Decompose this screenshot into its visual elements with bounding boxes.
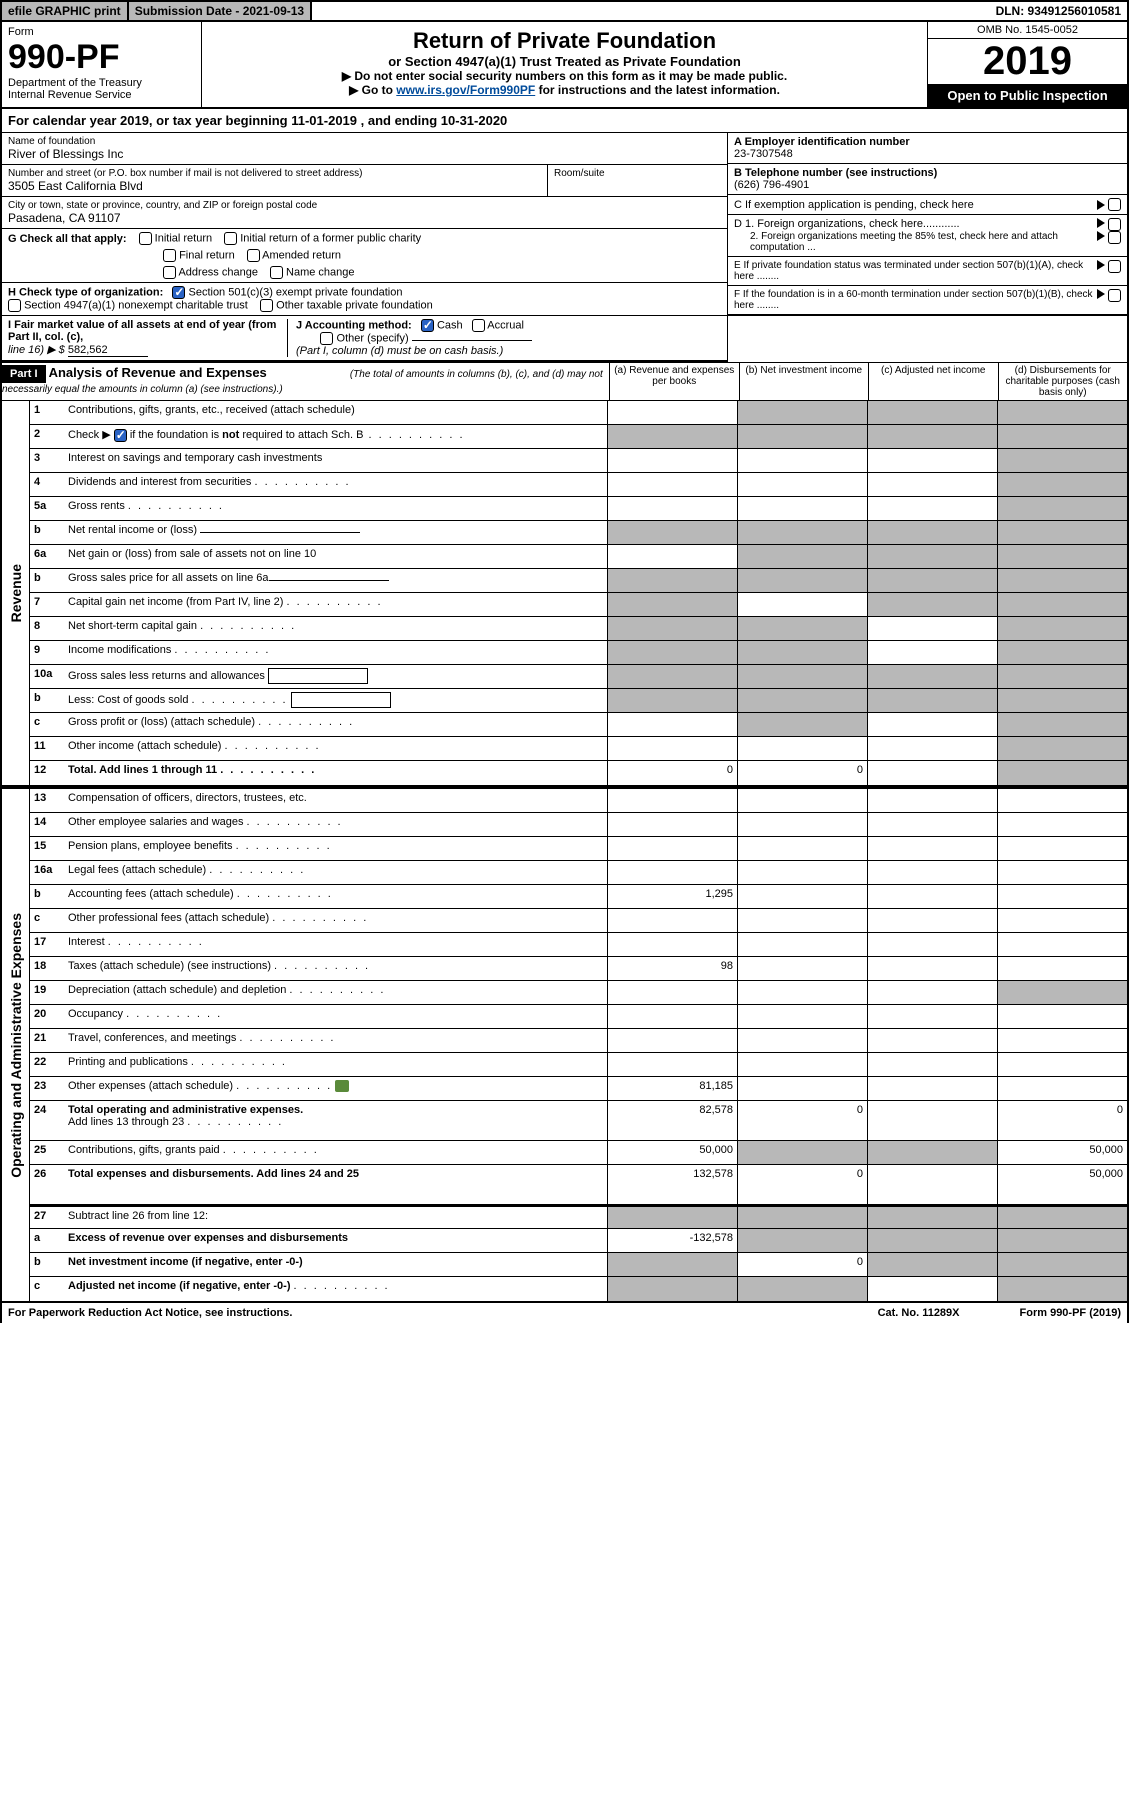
efile-label[interactable]: efile GRAPHIC print (2, 2, 129, 20)
cash-cb[interactable] (421, 319, 434, 332)
col-b-hdr: (b) Net investment income (739, 363, 869, 400)
submission-date: Submission Date - 2021-09-13 (129, 2, 312, 20)
paperwork-notice: For Paperwork Reduction Act Notice, see … (8, 1307, 292, 1319)
address-row: Number and street (or P.O. box number if… (2, 165, 727, 197)
g-check-row: G Check all that apply: Initial return I… (2, 229, 727, 283)
amended-return-cb[interactable] (247, 249, 260, 262)
entity-info: Name of foundation River of Blessings In… (0, 133, 1129, 362)
e-row: E If private foundation status was termi… (728, 257, 1127, 286)
exemption-row: C If exemption application is pending, c… (728, 195, 1127, 215)
irs-label: Internal Revenue Service (8, 89, 195, 101)
phone-row: B Telephone number (see instructions) (6… (728, 164, 1127, 195)
omb-number: OMB No. 1545-0052 (928, 22, 1127, 39)
expenses-vlabel: Operating and Administrative Expenses (2, 789, 30, 1301)
dln: DLN: 93491256010581 (990, 2, 1127, 20)
form-number: 990-PF (8, 38, 195, 77)
open-public: Open to Public Inspection (928, 84, 1127, 107)
exemption-cb[interactable] (1108, 198, 1121, 211)
header-center: Return of Private Foundation or Section … (202, 22, 927, 107)
terminated-cb[interactable] (1108, 260, 1121, 273)
goto-note: ▶ Go to www.irs.gov/Form990PF for instru… (208, 83, 921, 97)
tax-year: 2019 (928, 39, 1127, 84)
name-change-cb[interactable] (270, 266, 283, 279)
f-row: F If the foundation is in a 60-month ter… (728, 286, 1127, 316)
form-ref: Form 990-PF (2019) (1020, 1307, 1121, 1319)
h-check-row: H Check type of organization: Section 50… (2, 283, 727, 316)
cat-no: Cat. No. 11289X (878, 1307, 960, 1319)
60month-cb[interactable] (1108, 289, 1121, 302)
arrow-icon (1097, 218, 1105, 228)
arrow-icon (1097, 289, 1105, 299)
ein-row: A Employer identification number 23-7307… (728, 133, 1127, 164)
part1-header: Part I Analysis of Revenue and Expenses … (0, 362, 1129, 401)
accrual-cb[interactable] (472, 319, 485, 332)
d-row: D 1. Foreign organizations, check here..… (728, 215, 1127, 257)
calendar-year: For calendar year 2019, or tax year begi… (0, 109, 1129, 133)
city-row: City or town, state or province, country… (2, 197, 727, 229)
col-c-hdr: (c) Adjusted net income (868, 363, 998, 400)
col-a-hdr: (a) Revenue and expenses per books (609, 363, 739, 400)
schb-cb[interactable] (114, 429, 127, 442)
fmv-value: 582,562 (68, 344, 148, 357)
revenue-vlabel: Revenue (2, 401, 30, 785)
foreign-cb[interactable] (1108, 218, 1121, 231)
irs-link[interactable]: www.irs.gov/Form990PF (396, 83, 535, 97)
expenses-section: Operating and Administrative Expenses 13… (0, 787, 1129, 1303)
other-specify-cb[interactable] (320, 332, 333, 345)
arrow-icon (1097, 200, 1105, 210)
initial-former-cb[interactable] (224, 232, 237, 245)
part1-badge: Part I (2, 365, 46, 383)
final-return-cb[interactable] (163, 249, 176, 262)
arrow-icon (1097, 231, 1105, 241)
header-left: Form 990-PF Department of the Treasury I… (2, 22, 202, 107)
top-bar: efile GRAPHIC print Submission Date - 20… (0, 0, 1129, 22)
page-footer: For Paperwork Reduction Act Notice, see … (0, 1303, 1129, 1323)
ssn-warning: ▶ Do not enter social security numbers o… (208, 69, 921, 83)
dept-treasury: Department of the Treasury (8, 77, 195, 89)
form-subtitle: or Section 4947(a)(1) Trust Treated as P… (208, 54, 921, 69)
form-label: Form (8, 26, 195, 38)
arrow-icon (1097, 260, 1105, 270)
foundation-name-row: Name of foundation River of Blessings In… (2, 133, 727, 165)
i-j-row: I Fair market value of all assets at end… (2, 316, 727, 362)
attachment-icon[interactable] (335, 1080, 349, 1092)
form-header: Form 990-PF Department of the Treasury I… (0, 22, 1129, 109)
foreign85-cb[interactable] (1108, 231, 1121, 244)
header-right: OMB No. 1545-0052 2019 Open to Public In… (927, 22, 1127, 107)
address-change-cb[interactable] (163, 266, 176, 279)
initial-return-cb[interactable] (139, 232, 152, 245)
501c3-cb[interactable] (172, 286, 185, 299)
room-suite: Room/suite (547, 165, 727, 196)
other-taxable-cb[interactable] (260, 299, 273, 312)
revenue-section: Revenue 1Contributions, gifts, grants, e… (0, 401, 1129, 787)
col-d-hdr: (d) Disbursements for charitable purpose… (998, 363, 1128, 400)
4947-cb[interactable] (8, 299, 21, 312)
form-title: Return of Private Foundation (208, 28, 921, 54)
